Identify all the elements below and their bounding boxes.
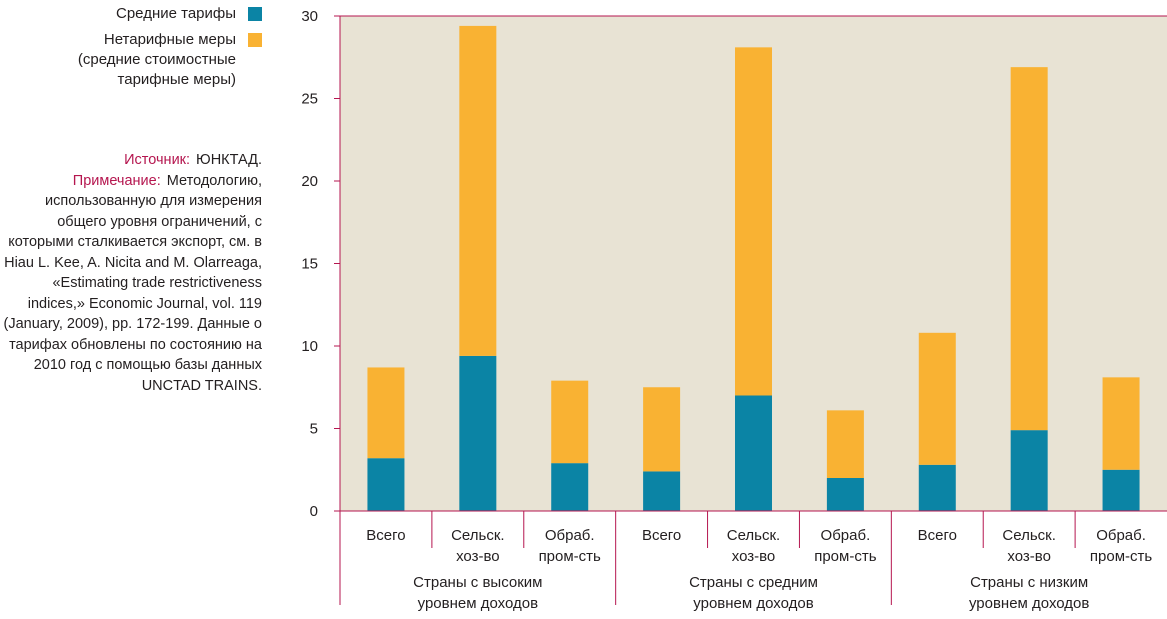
legend-label-ntm: Нетарифные меры (средние стоимостные тар… xyxy=(78,30,236,90)
group-label-3-line-1: Страны с низким xyxy=(970,574,1088,591)
bar-ntm-1 xyxy=(367,367,405,459)
bar-ntm-3 xyxy=(551,380,589,464)
y-tick-label-20: 20 xyxy=(301,173,318,190)
bar-ntm-8 xyxy=(1010,67,1048,431)
bar-tariffs-4 xyxy=(643,471,681,511)
bar-tariffs-9 xyxy=(1102,469,1140,511)
x-tick-label-5-line-2: хоз-во xyxy=(732,548,776,565)
x-tick-label-3-line-2: пром-сть xyxy=(539,548,601,565)
bar-tariffs-1 xyxy=(367,458,405,511)
group-label-2-line-1: Страны с средним xyxy=(689,574,818,591)
bar-tariffs-5 xyxy=(735,395,772,511)
source-label: Источник: xyxy=(124,152,191,168)
group-label-3-line-2: уровнем доходов xyxy=(969,595,1089,612)
x-tick-label-9-line-1: Обраб. xyxy=(1096,527,1146,544)
bar-ntm-9 xyxy=(1102,377,1140,470)
x-tick-label-7-line-1: Всего xyxy=(918,527,957,544)
bar-ntm-5 xyxy=(735,47,772,396)
y-tick-label-0: 0 xyxy=(310,503,318,520)
bar-tariffs-2 xyxy=(459,355,497,511)
x-tick-label-4-line-1: Всего xyxy=(642,527,681,544)
legend-item-tariffs: Средние тарифы xyxy=(0,4,262,24)
bar-tariffs-7 xyxy=(918,464,956,511)
x-tick-label-1-line-1: Всего xyxy=(366,527,405,544)
x-tick-label-3-line-1: Обраб. xyxy=(545,527,595,544)
legend: Средние тарифы Нетарифные меры (средние … xyxy=(0,4,262,96)
bar-tariffs-3 xyxy=(551,463,589,511)
bar-ntm-7 xyxy=(918,332,956,465)
x-tick-label-2-line-2: хоз-во xyxy=(456,548,500,565)
x-tick-label-6-line-1: Обраб. xyxy=(821,527,871,544)
bar-ntm-2 xyxy=(459,25,497,356)
x-tick-label-6-line-2: пром-сть xyxy=(814,548,876,565)
x-tick-label-2-line-1: Сельск. xyxy=(451,527,504,544)
group-label-2-line-2: уровнем доходов xyxy=(693,595,813,612)
y-tick-label-15: 15 xyxy=(301,256,318,273)
legend-label-ntm-line-2: (средние стоимостные xyxy=(77,51,236,68)
legend-swatch-tariffs xyxy=(248,7,262,21)
chart-notes: Источник: ЮНКТАД. Примечание: Методологию,… xyxy=(0,150,262,396)
bar-ntm-4 xyxy=(643,387,681,472)
methodology-note: Примечание: Методологию, использованную д… xyxy=(0,171,262,397)
legend-item-ntm: Нетарифные меры (средние стоимостные тар… xyxy=(0,30,262,90)
legend-swatch-ntm xyxy=(248,33,262,47)
note-label: Примечание: xyxy=(72,172,161,189)
group-label-1-line-1: Страны с высоким xyxy=(413,574,542,591)
bar-tariffs-8 xyxy=(1010,430,1048,511)
x-tick-label-5-line-1: Сельск. xyxy=(727,527,780,544)
bar-ntm-6 xyxy=(826,410,864,478)
note-text: Методологию, использованную для измерени… xyxy=(3,172,262,394)
x-tick-label-8-line-1: Сельск. xyxy=(1002,527,1055,544)
y-tick-label-5: 5 xyxy=(310,421,318,438)
x-tick-label-9-line-2: пром-сть xyxy=(1090,548,1152,565)
y-tick-label-10: 10 xyxy=(301,338,318,355)
legend-label-ntm-line-1: Нетарифные меры xyxy=(103,31,236,48)
y-tick-label-30: 30 xyxy=(301,8,318,25)
legend-label-ntm-line-3: тарифные меры) xyxy=(117,71,236,88)
group-label-1-line-2: уровнем доходов xyxy=(418,595,538,612)
x-tick-label-8-line-2: хоз-во xyxy=(1007,548,1051,565)
legend-label-tariffs: Средние тарифы xyxy=(116,5,236,22)
bar-tariffs-6 xyxy=(826,478,864,511)
source-text: ЮНКТАД. xyxy=(196,152,262,168)
source-note: Источник: ЮНКТАД. xyxy=(0,150,262,171)
y-tick-label-25: 25 xyxy=(301,91,318,108)
